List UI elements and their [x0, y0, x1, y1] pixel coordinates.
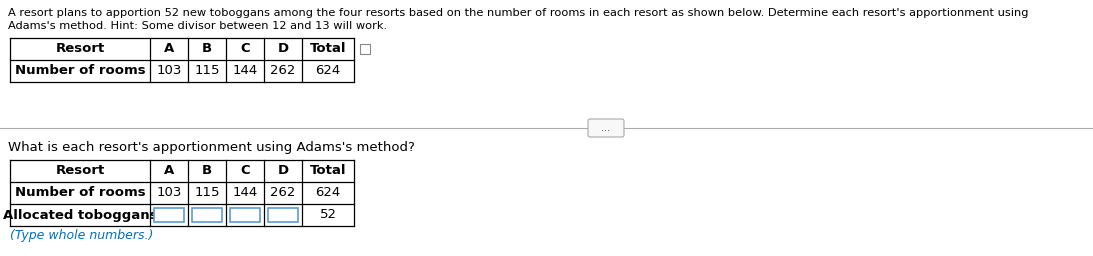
Text: B: B	[202, 42, 212, 56]
Text: 144: 144	[233, 65, 258, 78]
Text: (Type whole numbers.): (Type whole numbers.)	[10, 229, 153, 242]
Text: 624: 624	[316, 187, 341, 199]
Text: A: A	[164, 165, 174, 177]
Text: C: C	[240, 165, 250, 177]
Text: Adams's method. Hint: Some divisor between 12 and 13 will work.: Adams's method. Hint: Some divisor betwe…	[8, 21, 387, 31]
Text: Number of rooms: Number of rooms	[14, 187, 145, 199]
FancyBboxPatch shape	[268, 208, 298, 222]
Text: What is each resort's apportionment using Adams's method?: What is each resort's apportionment usin…	[8, 141, 415, 154]
Text: 262: 262	[270, 65, 296, 78]
FancyBboxPatch shape	[192, 208, 222, 222]
FancyBboxPatch shape	[230, 208, 260, 222]
Text: Resort: Resort	[56, 42, 105, 56]
FancyBboxPatch shape	[360, 44, 371, 54]
Text: Total: Total	[309, 165, 346, 177]
FancyBboxPatch shape	[588, 119, 624, 137]
Text: 262: 262	[270, 187, 296, 199]
Text: 52: 52	[319, 208, 337, 221]
Text: D: D	[278, 42, 289, 56]
FancyBboxPatch shape	[154, 208, 184, 222]
Text: C: C	[240, 42, 250, 56]
Text: Number of rooms: Number of rooms	[14, 65, 145, 78]
Text: Allocated toboggans: Allocated toboggans	[3, 208, 157, 221]
Text: Resort: Resort	[56, 165, 105, 177]
Text: 115: 115	[195, 65, 220, 78]
Text: B: B	[202, 165, 212, 177]
Text: 103: 103	[156, 65, 181, 78]
Text: 103: 103	[156, 187, 181, 199]
Text: 144: 144	[233, 187, 258, 199]
Text: A resort plans to apportion 52 new toboggans among the four resorts based on the: A resort plans to apportion 52 new tobog…	[8, 8, 1029, 18]
Text: A: A	[164, 42, 174, 56]
Text: Total: Total	[309, 42, 346, 56]
Text: 115: 115	[195, 187, 220, 199]
Text: D: D	[278, 165, 289, 177]
Text: 624: 624	[316, 65, 341, 78]
Text: ...: ...	[601, 123, 611, 133]
